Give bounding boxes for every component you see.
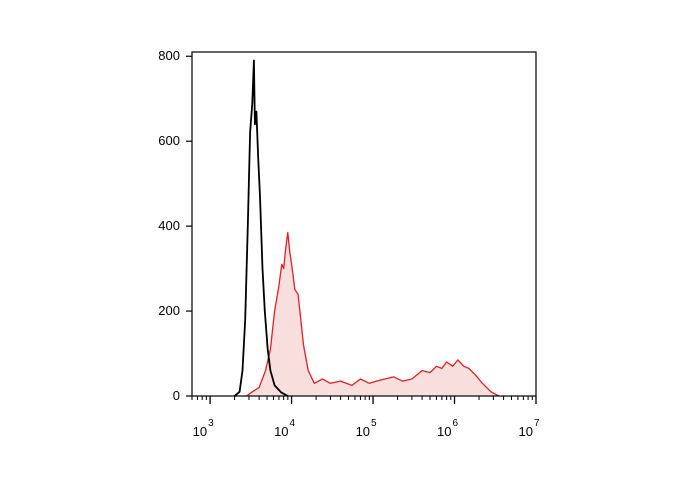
y-tick-label-1: 200	[158, 303, 180, 318]
series-0-line	[234, 59, 289, 397]
y-tick-label-4: 800	[158, 48, 180, 63]
plot-frame	[191, 51, 537, 397]
y-tick-label-0: 0	[173, 388, 180, 403]
x-tick-label-3-base: 10	[437, 424, 451, 439]
x-tick-label-3-exp: 6	[453, 418, 459, 429]
x-tick-label-0-exp: 3	[208, 418, 214, 429]
series-1-fill	[246, 232, 499, 396]
x-tick-label-2-exp: 5	[371, 418, 377, 429]
series-1-line	[246, 231, 500, 397]
plot-area	[234, 59, 500, 397]
x-tick-label-4-base: 10	[519, 424, 533, 439]
y-tick-label-3: 600	[158, 133, 180, 148]
x-tick-label-0-base: 10	[193, 424, 207, 439]
x-tick-label-2-base: 10	[356, 424, 370, 439]
x-tick-label-1-exp: 4	[290, 418, 296, 429]
x-tick-label-4-exp: 7	[534, 418, 540, 429]
y-tick-label-2: 400	[158, 218, 180, 233]
x-tick-label-1-base: 10	[274, 424, 288, 439]
